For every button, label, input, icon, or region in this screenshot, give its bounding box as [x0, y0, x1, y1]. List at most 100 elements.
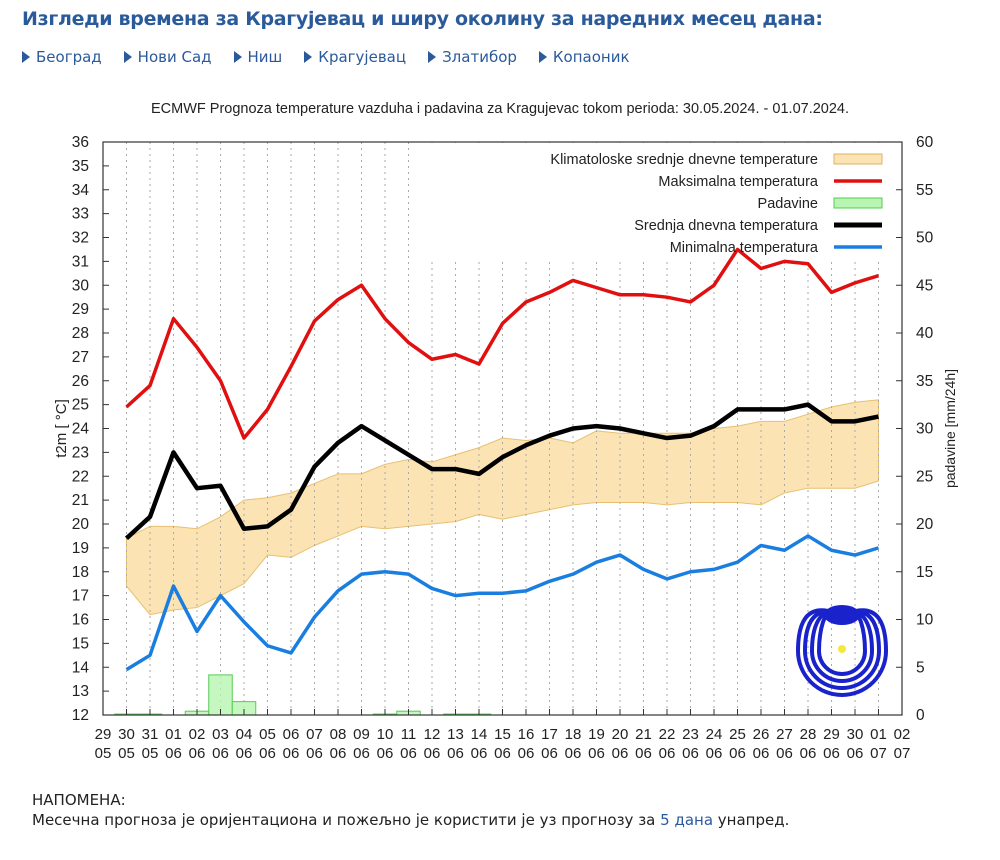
y2-tick-label: 20: [916, 516, 934, 533]
logo-ring: [817, 650, 867, 676]
x-tick-day: 18: [565, 726, 582, 743]
x-tick-day: 22: [659, 726, 676, 743]
y2-tick-label: 15: [916, 564, 933, 581]
x-tick-label: 06 06: [283, 726, 300, 762]
x-tick-day: 16: [518, 726, 535, 743]
x-tick-label: 02 06: [189, 726, 206, 762]
y-tick-label: 19: [72, 540, 89, 557]
x-tick-month: 07: [894, 745, 911, 762]
legend-label: Maksimalna temperatura: [658, 174, 818, 190]
five-day-link[interactable]: 5 дана: [660, 811, 714, 829]
x-tick-month: 06: [612, 745, 629, 762]
city-nav: Београд Нови Сад Ниш Крагујевац Златибор…: [22, 48, 630, 66]
climate-band: [126, 399, 879, 616]
x-tick-day: 17: [541, 726, 558, 743]
nav-label: Крагујевац: [318, 48, 407, 66]
y-tick-label: 36: [72, 134, 89, 151]
y-tick-label: 23: [72, 444, 89, 461]
y2-axis-label: padavine [mm/24h]: [942, 369, 958, 488]
x-tick-label: 07 06: [306, 726, 323, 762]
x-tick-day: 24: [706, 726, 723, 743]
x-tick-label: 23 06: [682, 726, 699, 762]
x-tick-month: 06: [776, 745, 793, 762]
precip-bar: [208, 674, 233, 716]
y-tick-label: 22: [72, 468, 89, 485]
x-tick-label: 20 06: [612, 726, 629, 762]
x-tick-month: 06: [377, 745, 394, 762]
x-tick-month: 06: [353, 745, 370, 762]
y-tick-label: 29: [72, 301, 89, 318]
x-tick-label: 03 06: [212, 726, 229, 762]
x-tick-day: 26: [753, 726, 770, 743]
x-tick-day: 03: [212, 726, 229, 743]
x-tick-day: 07: [306, 726, 323, 743]
logo-ring: [803, 650, 881, 690]
x-tick-day: 09: [353, 726, 370, 743]
x-tick-label: 05 06: [259, 726, 276, 762]
note-heading: НАПОМЕНА:: [32, 791, 126, 809]
x-tick-month: 06: [847, 745, 864, 762]
y-tick-label: 24: [72, 421, 90, 438]
x-tick-month: 05: [142, 745, 159, 762]
y2-tick-label: 55: [916, 182, 933, 199]
x-tick-day: 20: [612, 726, 629, 743]
x-tick-label: 15 06: [494, 726, 511, 762]
x-tick-day: 14: [471, 726, 488, 743]
x-tick-month: 06: [330, 745, 347, 762]
x-tick-month: 06: [800, 745, 817, 762]
x-tick-day: 23: [682, 726, 699, 743]
x-tick-month: 06: [635, 745, 652, 762]
x-tick-month: 06: [823, 745, 840, 762]
nav-label: Златибор: [442, 48, 517, 66]
x-tick-label: 13 06: [447, 726, 464, 762]
x-tick-day: 04: [236, 726, 253, 743]
x-tick-day: 01: [870, 726, 887, 743]
x-tick-day: 30: [847, 726, 864, 743]
arrow-icon: [22, 51, 30, 63]
arrow-icon: [123, 51, 132, 63]
x-tick-label: 21 06: [635, 726, 652, 762]
x-tick-label: 01 07: [870, 726, 887, 762]
note-text-before: Месечна прогноза је оријентациона и поже…: [32, 811, 661, 829]
y2-tick-label: 25: [916, 468, 933, 485]
x-tick-day: 08: [330, 726, 347, 743]
x-tick-label: 27 06: [776, 726, 793, 762]
legend-label: Minimalna temperatura: [670, 240, 819, 256]
nav-link-zlatibor[interactable]: Златибор: [428, 48, 517, 66]
x-tick-month: 06: [165, 745, 182, 762]
x-tick-month: 05: [118, 745, 135, 762]
x-tick-day: 02: [894, 726, 911, 743]
nav-label: Копаоник: [552, 48, 630, 66]
nav-link-nis[interactable]: Ниш: [233, 48, 283, 66]
y-tick-label: 17: [72, 588, 89, 605]
nav-link-beograd[interactable]: Београд: [22, 48, 102, 66]
x-tick-month: 06: [424, 745, 441, 762]
nav-label: Нови Сад: [137, 48, 212, 66]
note-text: Месечна прогноза је оријентациона и поже…: [32, 810, 789, 830]
x-tick-month: 06: [753, 745, 770, 762]
nav-label: Београд: [36, 48, 102, 66]
x-tick-day: 31: [142, 726, 159, 743]
nav-label: Ниш: [247, 48, 283, 66]
x-tick-label: 08 06: [330, 726, 347, 762]
x-tick-day: 05: [259, 726, 276, 743]
x-tick-label: 31 05: [142, 726, 159, 762]
x-tick-label: 24 06: [706, 726, 723, 762]
x-tick-month: 06: [306, 745, 323, 762]
nav-link-novi-sad[interactable]: Нови Сад: [123, 48, 212, 66]
x-tick-month: 07: [870, 745, 887, 762]
forecast-chart: ECMWF Prognoza temperature vazduha i pad…: [53, 101, 958, 762]
y-tick-label: 30: [72, 277, 90, 294]
x-tick-label: 28 06: [800, 726, 817, 762]
x-tick-label: 29 06: [823, 726, 840, 762]
nav-link-kopaonik[interactable]: Копаоник: [538, 48, 630, 66]
x-tick-day: 02: [189, 726, 206, 743]
nav-link-kragujevac[interactable]: Крагујевац: [304, 48, 406, 66]
x-tick-label: 30 06: [847, 726, 864, 762]
x-tick-label: 01 06: [165, 726, 182, 762]
x-tick-day: 28: [800, 726, 817, 743]
logo-ring: [810, 650, 874, 683]
x-tick-label: 30 05: [118, 726, 135, 762]
series-line-srednja-dnevna-temperatura: [124, 402, 879, 540]
y2-tick-label: 30: [916, 421, 934, 438]
